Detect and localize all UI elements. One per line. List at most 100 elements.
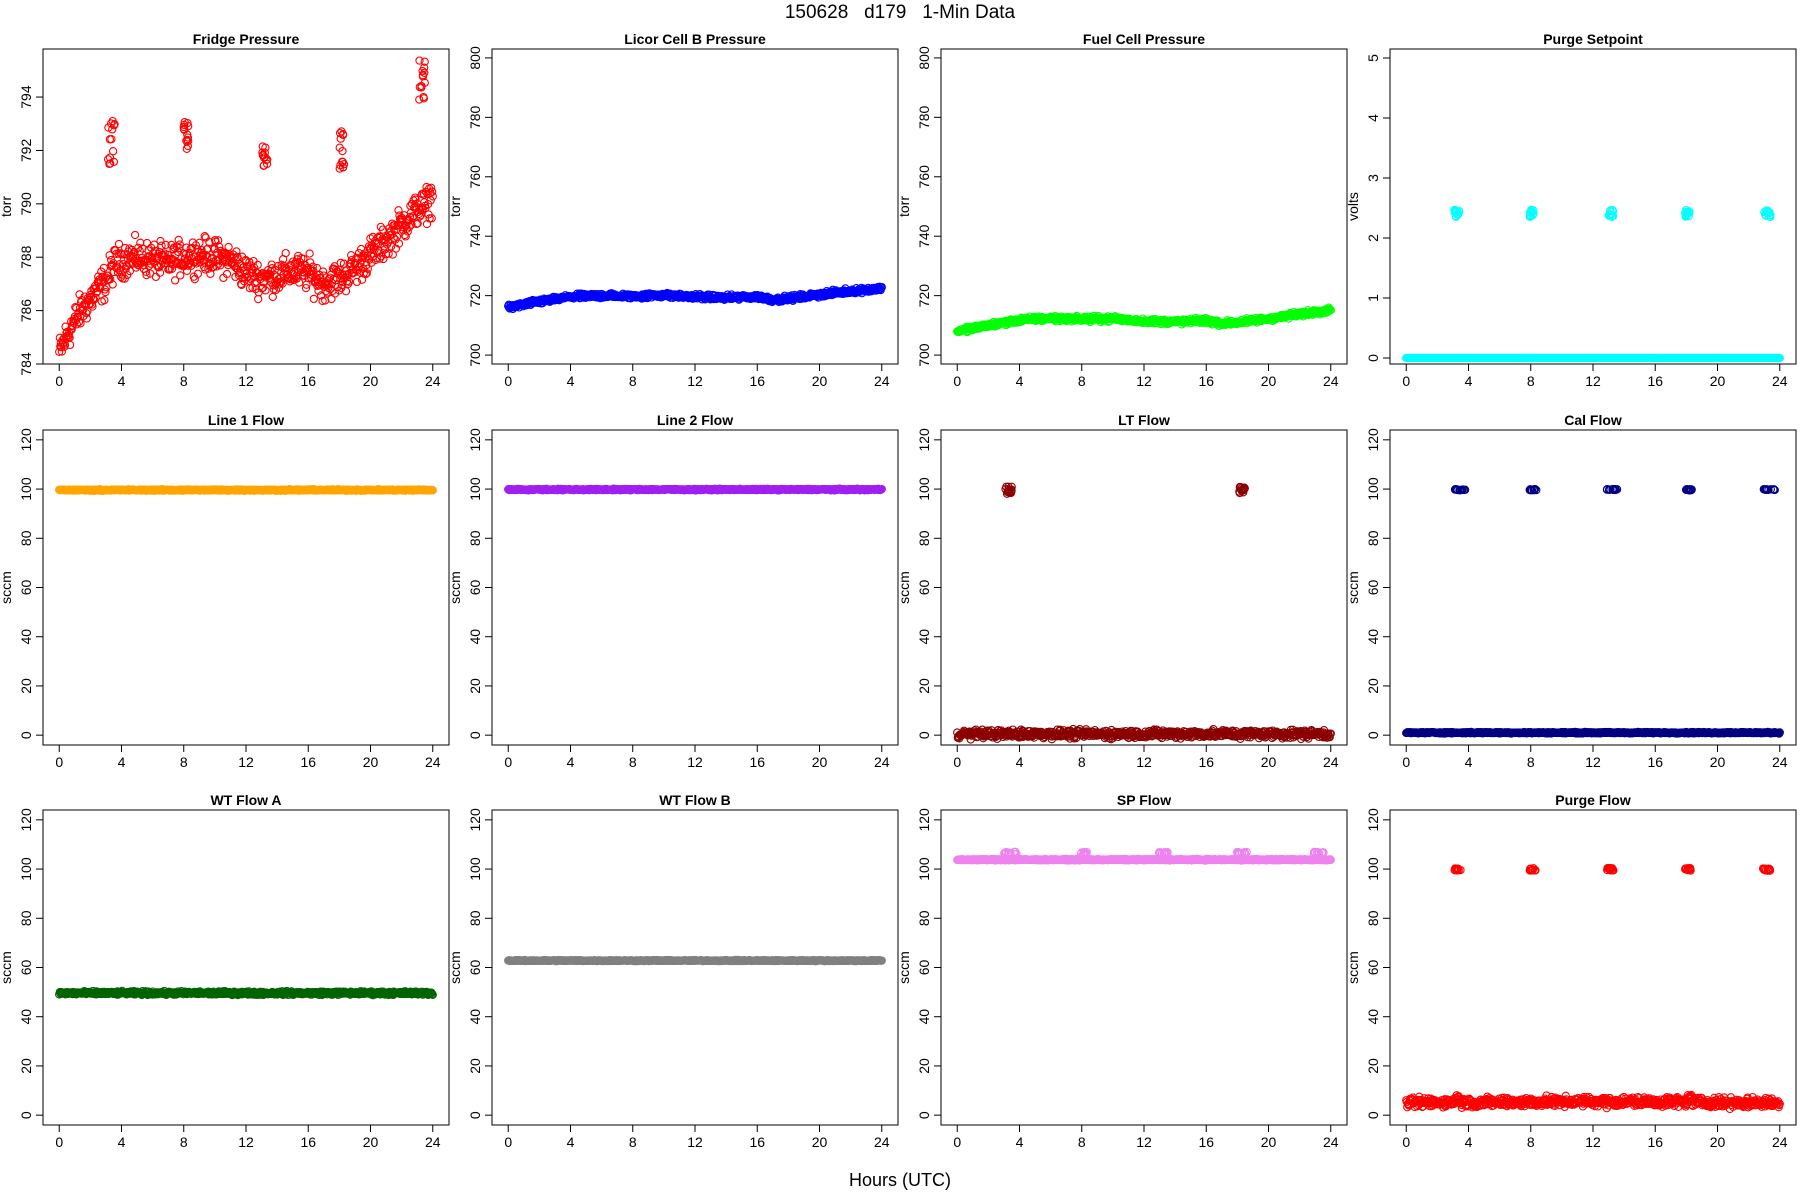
data-point (336, 134, 345, 143)
data-point (415, 95, 424, 104)
data-point (877, 283, 886, 292)
data-point (326, 284, 335, 294)
series-points (953, 482, 1335, 744)
panel-title: Fuel Cell Pressure (1083, 31, 1205, 47)
y-tick-label: 60 (916, 580, 932, 596)
y-tick-label: 20 (467, 678, 483, 694)
data-point (420, 57, 429, 66)
data-point (335, 128, 345, 138)
data-point (341, 287, 351, 296)
data-point (426, 196, 435, 205)
data-point (64, 332, 73, 342)
series-points (504, 282, 886, 314)
y-tick-label: 0 (1365, 354, 1381, 362)
data-point (175, 240, 184, 249)
data-point (57, 347, 66, 356)
x-tick-label: 20 (363, 754, 379, 770)
data-point (116, 249, 125, 258)
y-tick-label: 100 (18, 477, 34, 501)
x-tick-label: 24 (425, 754, 441, 770)
x-tick-label: 16 (1647, 373, 1663, 389)
y-tick-label: 740 (467, 224, 483, 248)
data-point (232, 247, 241, 256)
data-point (276, 278, 286, 287)
panel-title: Fridge Pressure (193, 31, 300, 47)
data-point (347, 251, 356, 260)
data-point (293, 255, 302, 264)
y-tick-label: 788 (18, 245, 34, 269)
y-axis-label: torr (0, 196, 14, 217)
data-point (183, 141, 193, 151)
data-point (208, 263, 217, 272)
y-tick-label: 80 (18, 530, 34, 546)
x-tick-label: 4 (567, 373, 575, 389)
x-tick-label: 16 (749, 373, 765, 389)
data-point (65, 340, 75, 350)
data-point (157, 241, 166, 250)
data-point (420, 68, 429, 77)
data-point (193, 269, 203, 278)
data-point (259, 151, 268, 160)
data-point (91, 293, 100, 302)
data-point (384, 249, 393, 258)
data-point (156, 236, 165, 246)
data-point (200, 232, 209, 241)
x-tick-label: 12 (238, 754, 254, 770)
x-tick-label: 20 (363, 373, 379, 389)
series-points (55, 56, 437, 356)
x-tick-label: 16 (1198, 373, 1214, 389)
data-point (282, 270, 291, 279)
data-point (245, 257, 254, 267)
y-axis-label: sccm (0, 571, 14, 604)
data-point (262, 159, 272, 169)
data-point (142, 270, 151, 280)
x-tick-label: 12 (687, 754, 703, 770)
data-point (356, 259, 365, 268)
y-tick-label: 780 (916, 105, 932, 129)
data-point (295, 278, 304, 287)
x-tick-label: 12 (1585, 373, 1601, 389)
data-point (83, 307, 92, 316)
data-point (336, 258, 345, 268)
data-point (161, 240, 170, 250)
x-tick-label: 20 (812, 754, 828, 770)
y-tick-label: 700 (467, 343, 483, 367)
data-point (363, 264, 372, 273)
data-point (268, 292, 277, 302)
data-point (427, 183, 436, 192)
y-axis-label: volts (1345, 192, 1361, 221)
data-point (419, 92, 428, 102)
data-point (76, 319, 85, 328)
data-point (110, 120, 119, 129)
data-point (197, 245, 206, 255)
data-point (108, 280, 117, 289)
data-point (151, 272, 161, 282)
series-points (953, 303, 1335, 337)
data-point (104, 123, 113, 132)
y-tick-label: 120 (18, 428, 34, 452)
data-point (204, 264, 213, 273)
x-tick-label: 8 (1078, 373, 1086, 389)
y-axis-label: sccm (447, 571, 463, 604)
data-point (299, 254, 308, 264)
x-tick-label: 12 (238, 373, 254, 389)
y-tick-label: 20 (916, 678, 932, 694)
y-tick-label: 790 (18, 192, 34, 216)
data-point (105, 135, 115, 144)
data-point (155, 268, 165, 277)
data-point (306, 258, 315, 267)
y-tick-label: 5 (1365, 54, 1381, 62)
data-point (117, 270, 127, 279)
y-tick-label: 60 (467, 580, 483, 596)
x-tick-label: 20 (1261, 754, 1277, 770)
data-point (367, 258, 376, 267)
y-tick-label: 1 (1365, 294, 1381, 302)
x-tick-label: 16 (300, 373, 316, 389)
y-tick-label: 80 (916, 530, 932, 546)
data-point (428, 187, 437, 196)
data-point (427, 214, 436, 223)
